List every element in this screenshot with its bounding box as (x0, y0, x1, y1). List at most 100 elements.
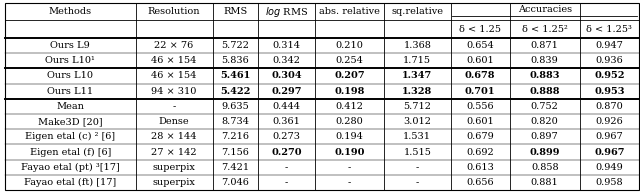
Text: Make3D [20]: Make3D [20] (38, 117, 102, 126)
Text: $\mathit{log}$ RMS: $\mathit{log}$ RMS (265, 5, 308, 19)
Text: δ < 1.25: δ < 1.25 (459, 25, 501, 34)
Text: 0.304: 0.304 (271, 71, 302, 80)
Text: 0.361: 0.361 (273, 117, 300, 126)
Text: 7.046: 7.046 (221, 178, 249, 187)
Text: 0.601: 0.601 (467, 117, 494, 126)
Text: 0.678: 0.678 (465, 71, 495, 80)
Text: superpix: superpix (152, 178, 195, 187)
Text: 0.858: 0.858 (531, 163, 559, 172)
Text: 0.839: 0.839 (531, 56, 559, 65)
Text: 0.871: 0.871 (531, 41, 559, 50)
Text: -: - (348, 178, 351, 187)
Text: 46 × 154: 46 × 154 (152, 56, 196, 65)
Text: 0.194: 0.194 (335, 132, 364, 141)
Text: Ours L9: Ours L9 (51, 41, 90, 50)
Text: 0.967: 0.967 (595, 132, 623, 141)
Text: Eigen etal (f) [6]: Eigen etal (f) [6] (29, 147, 111, 157)
Text: 0.613: 0.613 (466, 163, 494, 172)
Text: Resolution: Resolution (148, 7, 200, 16)
Text: 1.328: 1.328 (402, 87, 433, 96)
Text: 0.679: 0.679 (467, 132, 494, 141)
Text: 0.967: 0.967 (594, 148, 625, 157)
Text: -: - (172, 102, 176, 111)
Text: 0.947: 0.947 (595, 41, 623, 50)
Text: -: - (285, 163, 288, 172)
Text: 7.421: 7.421 (221, 163, 250, 172)
Text: Ours L10¹: Ours L10¹ (45, 56, 95, 65)
Text: 1.515: 1.515 (403, 148, 431, 157)
Text: 5.722: 5.722 (221, 41, 249, 50)
Text: Fayao etal (pt) ³[17]: Fayao etal (pt) ³[17] (21, 163, 120, 172)
Text: 0.601: 0.601 (467, 56, 494, 65)
Text: 0.198: 0.198 (334, 87, 365, 96)
Text: Mean: Mean (56, 102, 84, 111)
Text: 0.280: 0.280 (335, 117, 364, 126)
Text: 28 × 144: 28 × 144 (151, 132, 197, 141)
Text: 5.461: 5.461 (220, 71, 250, 80)
Text: 0.883: 0.883 (529, 71, 560, 80)
Text: 0.949: 0.949 (595, 163, 623, 172)
Text: 0.881: 0.881 (531, 178, 559, 187)
Text: Ours L10: Ours L10 (47, 71, 93, 80)
Text: -: - (415, 163, 419, 172)
Text: 0.314: 0.314 (273, 41, 300, 50)
Text: 9.635: 9.635 (221, 102, 249, 111)
Text: 1.531: 1.531 (403, 132, 431, 141)
Text: Fayao etal (ft) [17]: Fayao etal (ft) [17] (24, 178, 116, 187)
Text: 1.368: 1.368 (403, 41, 431, 50)
Text: 0.190: 0.190 (334, 148, 365, 157)
Text: 0.752: 0.752 (531, 102, 559, 111)
Text: 0.656: 0.656 (467, 178, 494, 187)
Text: 0.820: 0.820 (531, 117, 559, 126)
Text: abs. relative: abs. relative (319, 7, 380, 16)
Text: 46 × 154: 46 × 154 (152, 71, 196, 80)
Text: 0.958: 0.958 (595, 178, 623, 187)
Text: Eigen etal (c) ² [6]: Eigen etal (c) ² [6] (26, 132, 115, 141)
Text: 0.888: 0.888 (529, 87, 560, 96)
Text: Methods: Methods (49, 7, 92, 16)
Text: 22 × 76: 22 × 76 (154, 41, 194, 50)
Text: 5.712: 5.712 (403, 102, 431, 111)
Text: 0.701: 0.701 (465, 87, 495, 96)
Text: -: - (348, 163, 351, 172)
Text: δ < 1.25³: δ < 1.25³ (586, 25, 632, 34)
Text: Accuracies: Accuracies (518, 5, 572, 14)
Text: -: - (415, 178, 419, 187)
Text: sq.relative: sq.relative (391, 7, 444, 16)
Text: 0.899: 0.899 (529, 148, 560, 157)
Text: 8.734: 8.734 (221, 117, 249, 126)
Text: δ < 1.25²: δ < 1.25² (522, 25, 568, 34)
Text: 1.715: 1.715 (403, 56, 431, 65)
Text: 3.012: 3.012 (403, 117, 431, 126)
Text: 5.422: 5.422 (220, 87, 250, 96)
Text: 0.342: 0.342 (273, 56, 300, 65)
Text: 0.953: 0.953 (594, 87, 625, 96)
Text: 0.444: 0.444 (273, 102, 300, 111)
Text: 94 × 310: 94 × 310 (152, 87, 196, 96)
Text: -: - (285, 178, 288, 187)
Text: 0.556: 0.556 (467, 102, 494, 111)
Text: 5.836: 5.836 (221, 56, 249, 65)
Text: 0.897: 0.897 (531, 132, 559, 141)
Text: 0.936: 0.936 (595, 56, 623, 65)
Text: 0.654: 0.654 (467, 41, 494, 50)
Text: 0.926: 0.926 (595, 117, 623, 126)
Text: 0.952: 0.952 (594, 71, 625, 80)
Text: 0.254: 0.254 (335, 56, 364, 65)
Text: 0.412: 0.412 (335, 102, 364, 111)
Text: 7.156: 7.156 (221, 148, 249, 157)
Text: 0.870: 0.870 (595, 102, 623, 111)
Text: 7.216: 7.216 (221, 132, 249, 141)
Text: 0.297: 0.297 (271, 87, 301, 96)
Text: RMS: RMS (223, 7, 248, 16)
Text: 27 × 142: 27 × 142 (151, 148, 197, 157)
Text: 0.207: 0.207 (334, 71, 365, 80)
Text: 0.692: 0.692 (467, 148, 494, 157)
Text: 1.347: 1.347 (402, 71, 433, 80)
Text: Dense: Dense (159, 117, 189, 126)
Text: 0.273: 0.273 (273, 132, 300, 141)
Text: Ours L11: Ours L11 (47, 87, 93, 96)
Text: 0.210: 0.210 (335, 41, 364, 50)
Text: superpix: superpix (152, 163, 195, 172)
Text: 0.270: 0.270 (271, 148, 302, 157)
